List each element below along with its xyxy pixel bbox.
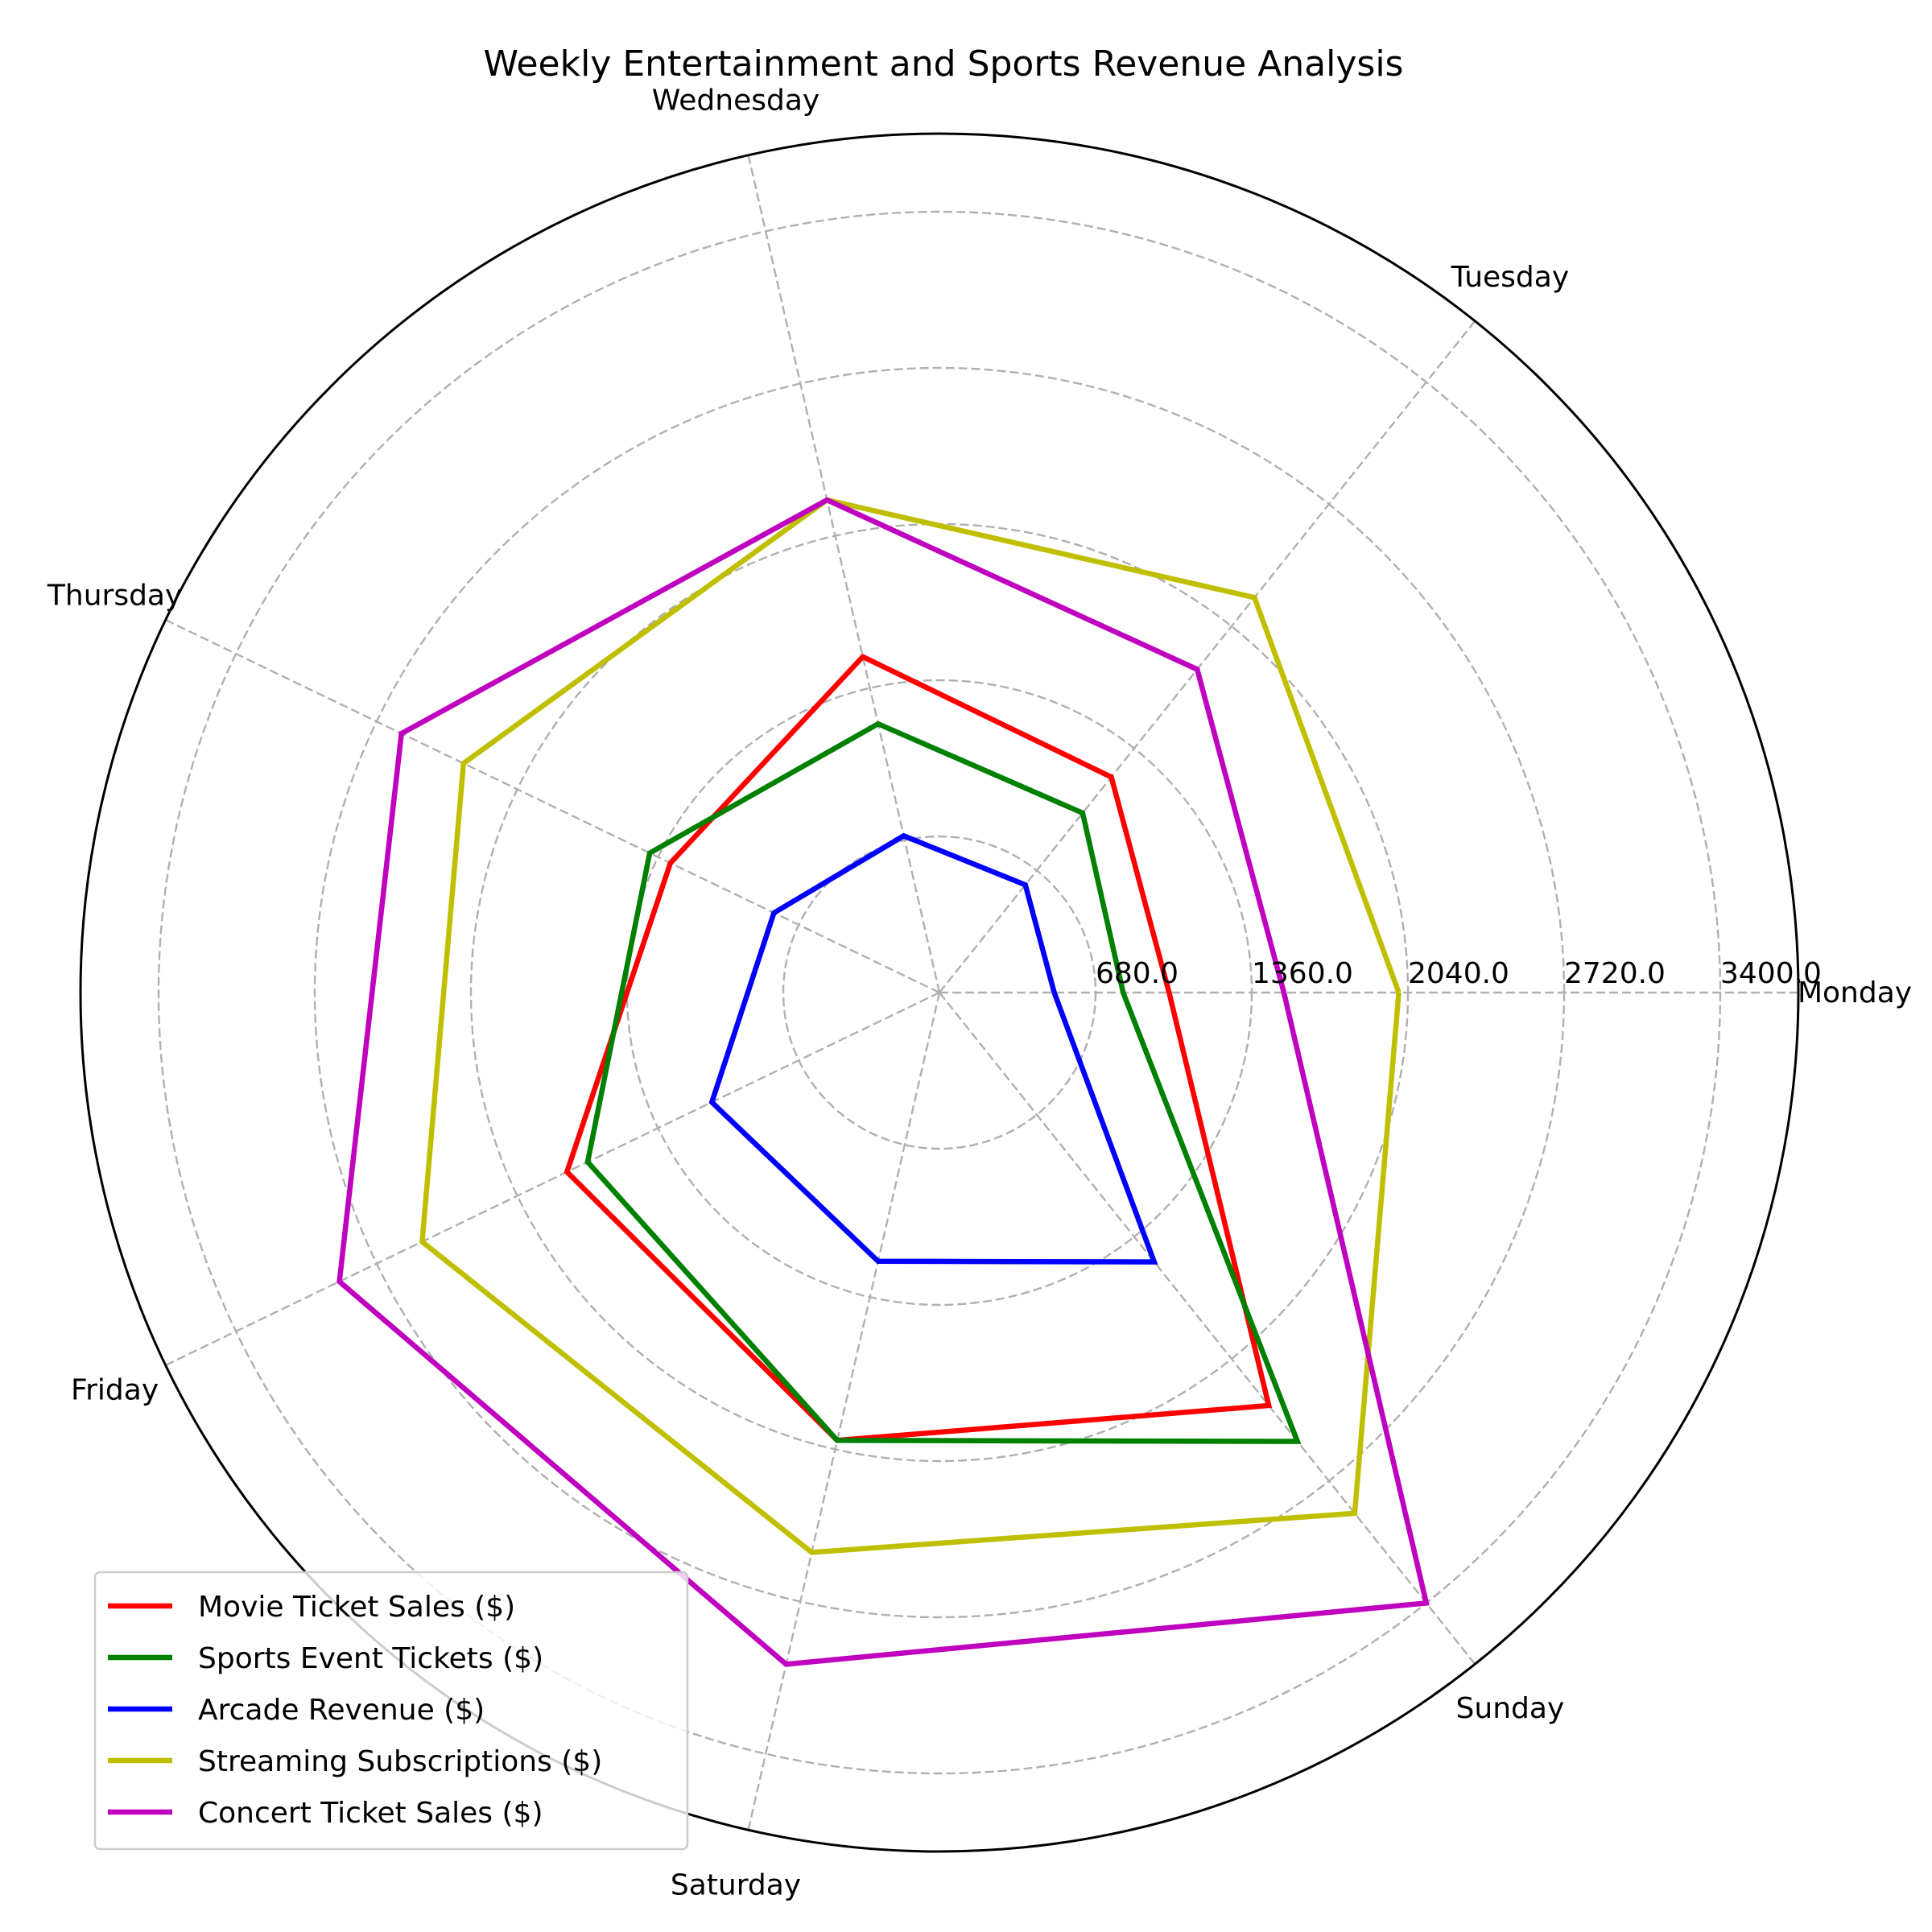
spoke-tuesday xyxy=(939,320,1476,993)
spoke-wednesday xyxy=(747,155,941,993)
legend-label-0: Movie Ticket Sales ($) xyxy=(198,1591,515,1624)
series-line-2 xyxy=(708,832,1158,1265)
series-layer xyxy=(336,497,1430,1667)
category-label-friday: Friday xyxy=(71,1373,159,1406)
series-line-3 xyxy=(419,497,1402,1555)
spoke-sunday xyxy=(939,992,1476,1665)
grid-layer xyxy=(79,132,1800,1853)
series-line-4 xyxy=(336,497,1430,1667)
legend-box xyxy=(93,1571,689,1851)
category-label-thursday: Thursday xyxy=(47,580,182,613)
category-label-tuesday: Tuesday xyxy=(1451,261,1569,294)
r-tick-label: 3400.0 xyxy=(1720,957,1822,990)
category-label-wednesday: Wednesday xyxy=(652,85,819,118)
grid-circle-3 xyxy=(313,366,1566,1619)
legend: Movie Ticket Sales ($) Sports Event Ticke… xyxy=(93,1571,689,1851)
legend-label-2: Arcade Revenue ($) xyxy=(198,1694,485,1727)
grid-circle-4 xyxy=(157,210,1722,1775)
spoke-saturday xyxy=(747,992,941,1831)
category-label-saturday: Saturday xyxy=(671,1868,801,1901)
category-label-sunday: Sunday xyxy=(1456,1692,1565,1725)
spoke-thursday xyxy=(165,618,940,994)
r-tick-label: 2040.0 xyxy=(1408,957,1509,990)
legend-label-4: Concert Ticket Sales ($) xyxy=(198,1797,543,1830)
r-tick-label: 1360.0 xyxy=(1252,957,1353,990)
category-label-monday: Monday xyxy=(1798,976,1912,1009)
grid-circle-0 xyxy=(782,835,1097,1150)
spoke-friday xyxy=(165,991,940,1367)
r-tick-label: 2720.0 xyxy=(1564,957,1666,990)
r-tick-label: 680.0 xyxy=(1096,957,1179,990)
legend-label-1: Sports Event Tickets ($) xyxy=(198,1642,543,1675)
series-line-1 xyxy=(584,720,1302,1444)
chart-title: Weekly Entertainment and Sports Revenue … xyxy=(484,43,1404,85)
legend-label-3: Streaming Subscriptions ($) xyxy=(198,1745,602,1778)
polar-frame xyxy=(79,132,1800,1853)
